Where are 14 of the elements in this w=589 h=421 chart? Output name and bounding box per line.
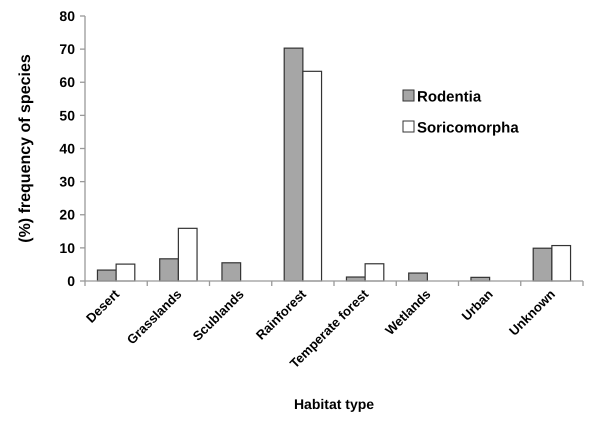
y-tick-label: 70 [59,41,76,58]
y-tick-label: 20 [59,206,76,223]
y-axis-title: (%) frequency of species [17,54,34,243]
bar [221,262,242,282]
y-tick-label: 80 [59,8,76,24]
y-tick-label: 50 [59,107,76,124]
legend-label: Soricomorpha [417,119,520,136]
y-tick-label: 60 [59,74,76,90]
y-tick-label: 10 [59,240,76,256]
y-tick-label: 40 [59,140,76,156]
y-tick-label: 30 [59,174,76,190]
y-tick-label: 0 [67,272,76,289]
x-axis-title: Habitat type [294,396,374,412]
legend-label: Rodentia [417,88,482,106]
